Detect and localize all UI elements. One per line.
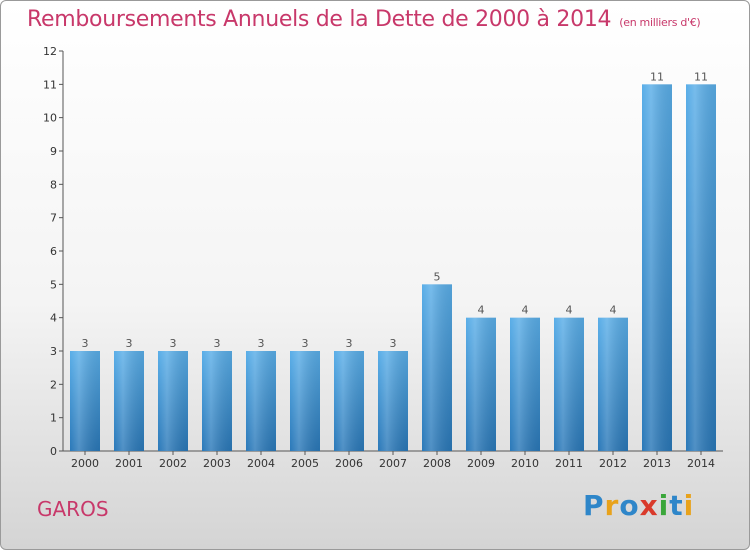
y-tick-label: 3 xyxy=(50,345,57,358)
data-label: 4 xyxy=(478,304,485,317)
data-label: 4 xyxy=(610,304,617,317)
x-tick-label: 2005 xyxy=(291,457,319,470)
data-label: 11 xyxy=(694,70,708,83)
bar-shine xyxy=(598,317,628,451)
bar-shine xyxy=(158,351,188,451)
bar-shine xyxy=(510,317,540,451)
chart-subtitle: (en milliers d'€) xyxy=(619,16,701,29)
y-tick-label: 7 xyxy=(50,212,57,225)
x-tick-label: 2002 xyxy=(159,457,187,470)
data-label: 3 xyxy=(82,337,89,350)
value-labels: 3 3 3 3 3 3 3 3 5 4 4 4 4 11 11 xyxy=(82,70,709,350)
y-tick-label: 1 xyxy=(50,412,57,425)
bar-shine xyxy=(246,351,276,451)
commune-name: GAROS xyxy=(37,497,109,521)
x-tick-label: 2012 xyxy=(599,457,627,470)
bar-shine xyxy=(554,317,584,451)
bar-shine xyxy=(70,351,100,451)
y-tick-label: 9 xyxy=(50,145,57,158)
chart-title: Remboursements Annuels de la Dette de 20… xyxy=(27,7,701,32)
data-label: 3 xyxy=(258,337,265,350)
data-label: 3 xyxy=(170,337,177,350)
y-tick-label: 5 xyxy=(50,278,57,291)
logo-letter: x xyxy=(639,489,659,522)
bar-shine xyxy=(202,351,232,451)
y-tick-label: 2 xyxy=(50,378,57,391)
x-tick-label: 2001 xyxy=(115,457,143,470)
data-label: 3 xyxy=(346,337,353,350)
data-label: 5 xyxy=(434,270,441,283)
x-tick-label: 2008 xyxy=(423,457,451,470)
x-tick-label: 2014 xyxy=(687,457,715,470)
x-tick-label: 2009 xyxy=(467,457,495,470)
data-label: 3 xyxy=(126,337,133,350)
logo-letter: r xyxy=(604,489,620,522)
bar-shine xyxy=(686,84,716,451)
bar-shine xyxy=(334,351,364,451)
logo-letter: i xyxy=(683,489,695,522)
logo-letter: o xyxy=(619,489,640,522)
logo-letter: t xyxy=(669,489,684,522)
y-tick-label: 8 xyxy=(50,178,57,191)
y-tick-label: 10 xyxy=(43,112,57,125)
y-tick-label: 4 xyxy=(50,312,57,325)
x-tick-label: 2004 xyxy=(247,457,275,470)
y-tick-label: 12 xyxy=(43,45,57,58)
data-label: 4 xyxy=(566,304,573,317)
bar-shine xyxy=(290,351,320,451)
data-label: 4 xyxy=(522,304,529,317)
x-tick-label: 2006 xyxy=(335,457,363,470)
bar-shine xyxy=(378,351,408,451)
x-tick-label: 2007 xyxy=(379,457,407,470)
proxiti-logo: Proxiti xyxy=(583,489,694,522)
x-tick-label: 2013 xyxy=(643,457,671,470)
x-tick-label: 2003 xyxy=(203,457,231,470)
bars xyxy=(70,84,716,451)
data-label: 3 xyxy=(390,337,397,350)
bar-shine xyxy=(642,84,672,451)
y-tick-label: 0 xyxy=(50,445,57,458)
data-label: 3 xyxy=(214,337,221,350)
x-tick-label: 2000 xyxy=(71,457,99,470)
data-label: 3 xyxy=(302,337,309,350)
logo-letter: i xyxy=(658,489,670,522)
bar-shine xyxy=(422,284,452,451)
y-tick-label: 6 xyxy=(50,245,57,258)
x-tick-label: 2011 xyxy=(555,457,583,470)
y-tick-label: 11 xyxy=(43,78,57,91)
x-tick-label: 2010 xyxy=(511,457,539,470)
data-label: 11 xyxy=(650,70,664,83)
bar-shine xyxy=(466,317,496,451)
bar-shine xyxy=(114,351,144,451)
logo-letter: P xyxy=(583,489,605,522)
